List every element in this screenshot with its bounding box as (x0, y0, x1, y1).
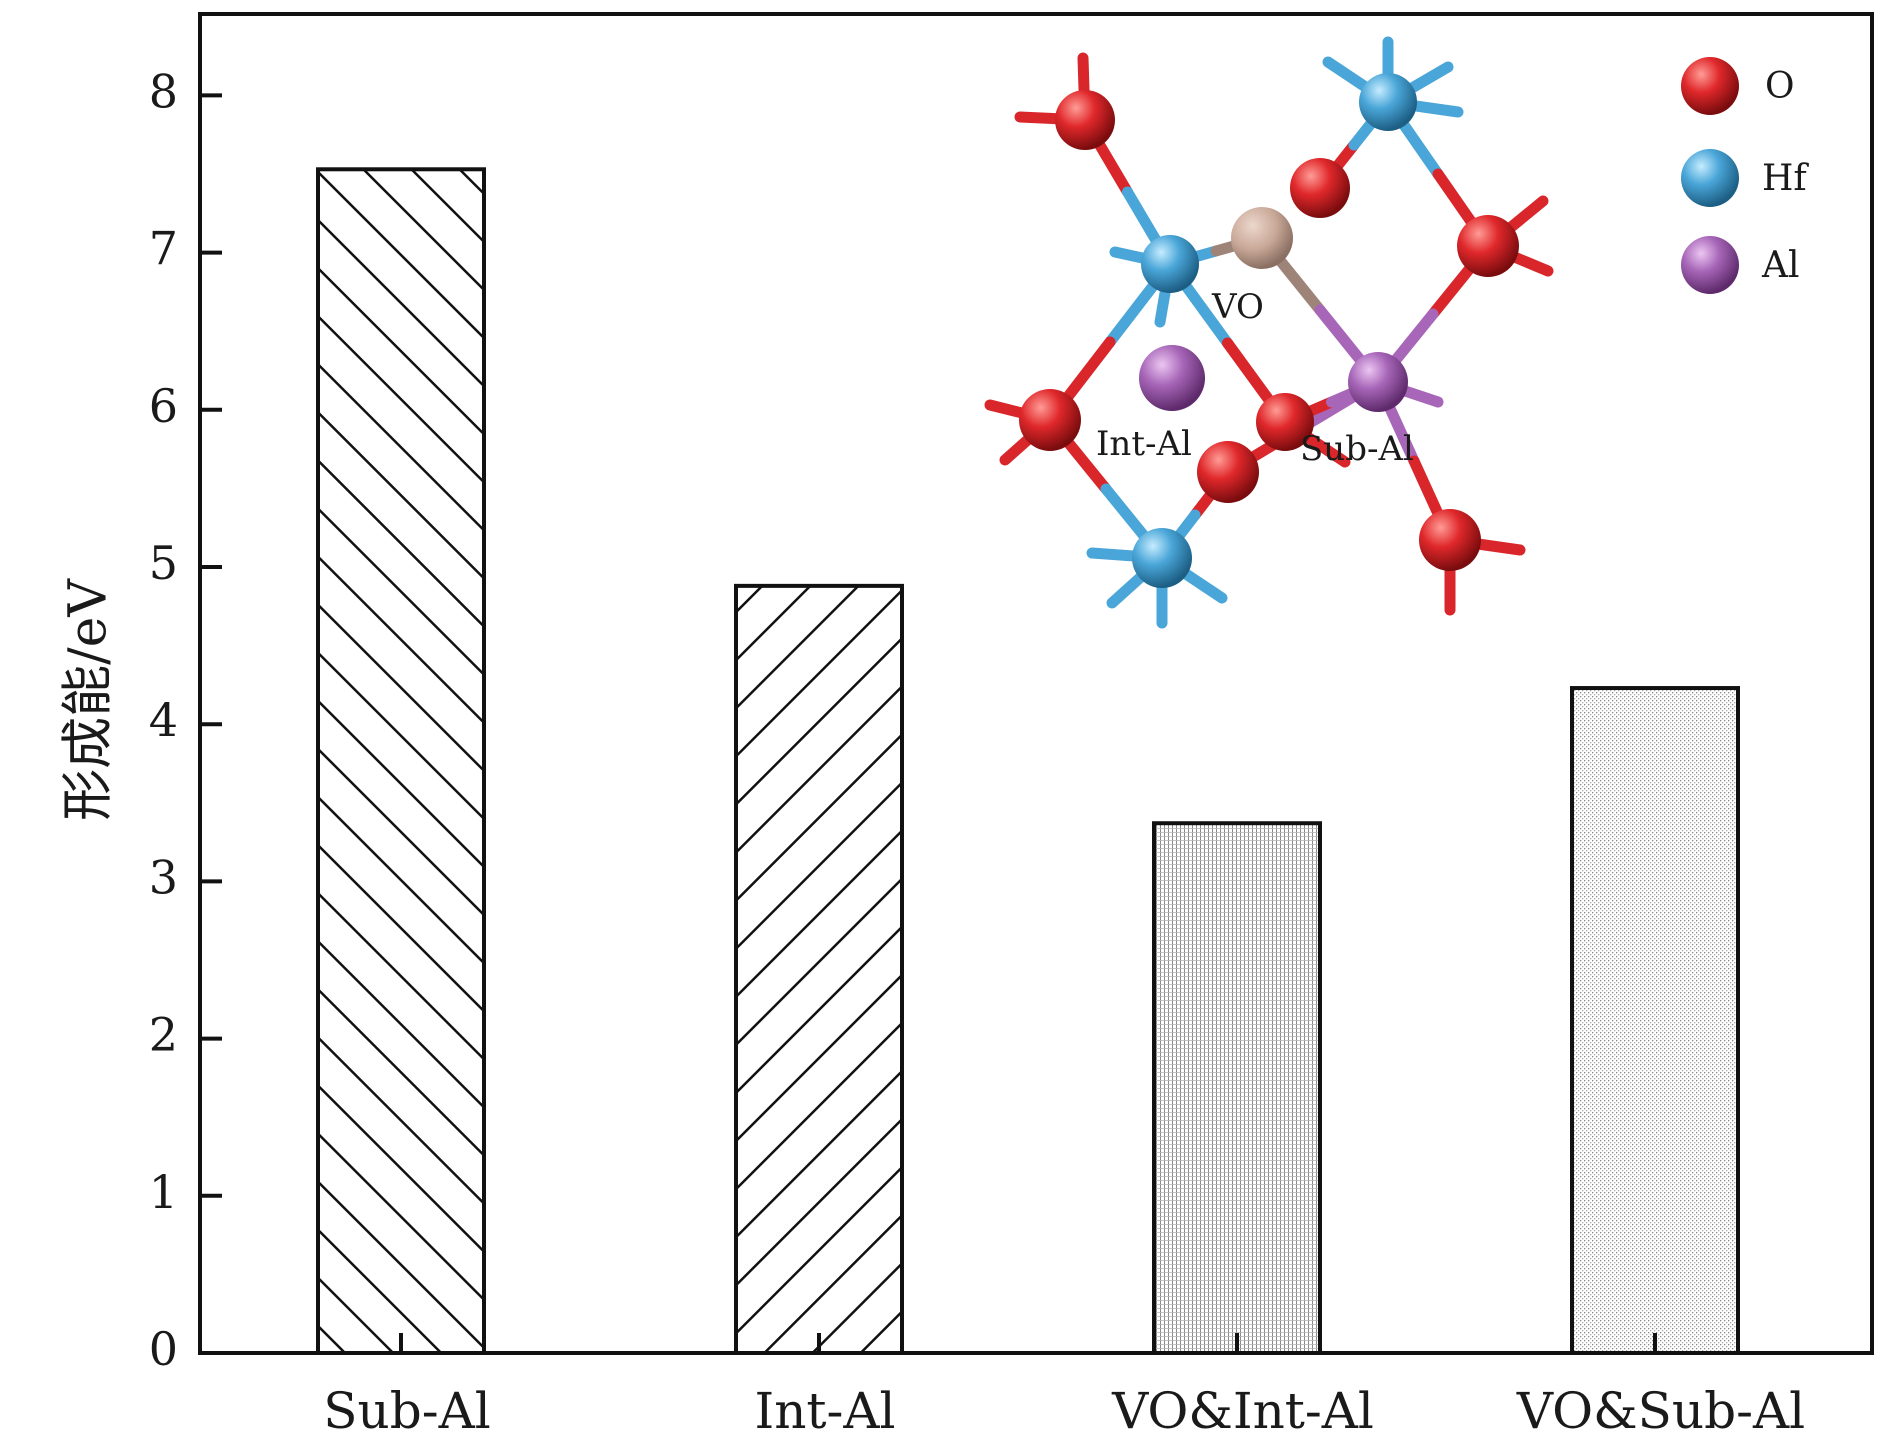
x-category-label: VO&Sub-Al (1516, 1382, 1805, 1440)
sub-al-annotation: Sub-Al (1300, 429, 1414, 469)
atom-al-substitutional (1348, 352, 1408, 412)
legend-hf-ball (1681, 149, 1739, 207)
bar-sub-al (316, 167, 486, 1355)
y-tick-label: 6 (149, 379, 178, 433)
vo-annotation: VO (1211, 287, 1264, 327)
y-tick-label: 3 (149, 850, 178, 904)
atom-al-interstitial (1139, 345, 1205, 411)
y-tick-label: 1 (149, 1165, 178, 1219)
atom-o (1055, 90, 1115, 150)
atom-o (1019, 389, 1081, 451)
atom-o (1419, 509, 1481, 571)
legend-hf-label: Hf (1762, 158, 1809, 199)
y-tick-label: 0 (149, 1322, 178, 1376)
y-axis-label: 形成能/eV (59, 578, 119, 821)
atom-vacancy (1231, 207, 1293, 269)
atom-o (1457, 215, 1519, 277)
atom-o (1290, 158, 1350, 218)
atom-hf (1359, 73, 1417, 131)
bars-group (316, 167, 1740, 1355)
atoms (1019, 73, 1519, 588)
legend-o-label: O (1765, 66, 1795, 107)
atom-legend: O Hf Al (1681, 57, 1809, 294)
atom-o (1197, 441, 1259, 503)
x-category-label: Int-Al (754, 1382, 895, 1440)
legend-al-ball (1681, 236, 1739, 294)
crystal-structure-inset: VO Int-Al Sub-Al O Hf Al (984, 36, 1809, 629)
x-axis-categories: Sub-Al Int-Al VO&Int-Al VO&Sub-Al (323, 1333, 1805, 1440)
y-tick-label: 4 (149, 693, 178, 747)
legend-o-ball (1681, 57, 1739, 115)
y-tick-label: 8 (149, 64, 178, 118)
x-category-label: VO&Int-Al (1111, 1382, 1374, 1440)
bar-vo-sub-al (1570, 686, 1740, 1355)
y-tick-label: 7 (149, 222, 178, 276)
legend-al-label: Al (1761, 245, 1800, 286)
y-axis-ticks: 0 1 2 3 4 5 6 7 8 (149, 64, 222, 1376)
plot-frame (198, 12, 1874, 1355)
atom-o (1256, 393, 1314, 451)
x-category-label: Sub-Al (323, 1382, 490, 1440)
int-al-annotation: Int-Al (1096, 424, 1192, 464)
bar-vo-int-al (1152, 821, 1322, 1355)
y-tick-label: 2 (149, 1008, 178, 1062)
y-tick-label: 5 (149, 536, 178, 590)
atom-hf (1132, 528, 1192, 588)
bar-int-al (734, 583, 904, 1355)
atom-hf (1141, 235, 1199, 293)
